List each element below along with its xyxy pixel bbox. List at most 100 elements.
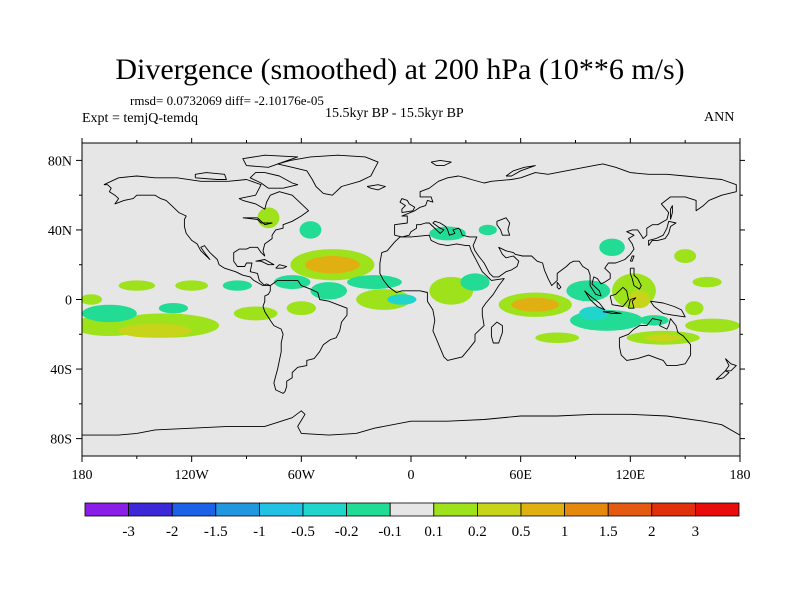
axes: 180 120W 60W 0 60E 120E 180 80N 40N 0 40S 80S bbox=[48, 138, 751, 483]
coastline-hispaniola bbox=[275, 264, 288, 269]
anomaly-region-6 bbox=[82, 294, 103, 305]
anomaly-region-30 bbox=[628, 290, 651, 309]
coastline-japan bbox=[648, 220, 677, 246]
colorbar-label: -0.1 bbox=[378, 524, 402, 540]
coastlines bbox=[82, 154, 740, 436]
colorbar-label: -3 bbox=[122, 524, 135, 540]
colorbar-swatch bbox=[695, 502, 740, 517]
coastline-australia bbox=[618, 318, 692, 367]
coastline-novaya-zemlya bbox=[505, 165, 536, 177]
colorbar-label: -1.5 bbox=[204, 524, 228, 540]
anomaly-region-23 bbox=[429, 226, 466, 241]
colorbar-swatch bbox=[564, 502, 609, 517]
y-tick-label: 40S bbox=[50, 363, 72, 378]
colorbar-label: -0.2 bbox=[335, 524, 359, 540]
colorbar-swatch bbox=[476, 502, 522, 517]
colorbar-swatch bbox=[258, 502, 304, 517]
colorbar-swatch bbox=[302, 502, 347, 517]
anomaly-region-22 bbox=[460, 273, 490, 291]
coastline-south-america bbox=[262, 279, 348, 394]
coastline-greenland bbox=[277, 154, 379, 196]
coastline-antarctica bbox=[82, 410, 740, 436]
colorbar-label: -1 bbox=[253, 524, 266, 540]
experiment-label: Expt = temjQ-temdq bbox=[82, 111, 198, 126]
colorbar-swatch bbox=[389, 502, 435, 517]
colorbar-swatch bbox=[651, 502, 696, 517]
colorbar-swatch bbox=[433, 502, 478, 517]
anomaly-region-16 bbox=[304, 256, 360, 274]
anomaly-region-8 bbox=[158, 302, 189, 314]
anomaly-region-13 bbox=[257, 207, 280, 229]
coastline-sulawesi bbox=[628, 297, 637, 309]
anomaly-region-20 bbox=[387, 294, 417, 305]
x-tick-label: 180 bbox=[72, 468, 93, 483]
anomaly-layer bbox=[82, 207, 740, 345]
x-tick-label: 120E bbox=[616, 468, 646, 483]
anomaly-region-24 bbox=[478, 224, 497, 236]
x-tick-label: 0 bbox=[408, 468, 415, 483]
anomaly-region-18 bbox=[347, 275, 402, 290]
coastline-britain bbox=[399, 198, 416, 214]
coastline-philippines bbox=[629, 267, 642, 290]
colorbar-label: 1.5 bbox=[599, 524, 618, 540]
anomaly-region-35 bbox=[644, 334, 682, 342]
coastline-new-zealand bbox=[724, 358, 737, 372]
colorbar-swatch bbox=[346, 502, 391, 517]
colorbar-swatch bbox=[84, 502, 129, 517]
coastline-great-lakes bbox=[242, 217, 273, 226]
coastline-java bbox=[602, 311, 622, 314]
coastline-new-zealand-south bbox=[715, 370, 730, 380]
colorbar-swatch bbox=[520, 502, 565, 517]
colorbar-label: -2 bbox=[166, 524, 179, 540]
colorbar-label: 0.2 bbox=[468, 524, 487, 540]
anomaly-region-17 bbox=[310, 282, 348, 300]
coastline-sri-lanka bbox=[556, 281, 562, 290]
coastline-baffin bbox=[249, 172, 299, 189]
colorbar-label: 3 bbox=[692, 524, 700, 540]
y-tick-label: 80S bbox=[50, 433, 72, 448]
anomaly-region-32 bbox=[579, 306, 609, 321]
colorbar-swatch bbox=[607, 502, 653, 517]
colorbar-label: 0.5 bbox=[512, 524, 531, 540]
x-tick-label: 60E bbox=[509, 468, 532, 483]
coastline-svalbard bbox=[430, 159, 452, 167]
coastline-north-america bbox=[103, 175, 310, 287]
y-tick-label: 0 bbox=[65, 294, 72, 309]
anomaly-region-27 bbox=[566, 280, 611, 302]
colorbar-label: 2 bbox=[648, 524, 656, 540]
coastline-borneo bbox=[609, 286, 629, 307]
anomaly-region-33 bbox=[535, 332, 580, 343]
x-tick-label: 120W bbox=[175, 468, 210, 483]
anomaly-region-7 bbox=[82, 304, 137, 323]
coastline-taiwan bbox=[629, 255, 635, 262]
coastline-caspian bbox=[496, 217, 511, 236]
colorbar: -3 -2 -1.5 -1 -0.5 -0.2 -0.1 0.1 0.2 0.5 1 1.5 2 3 bbox=[84, 502, 740, 540]
anomaly-region-14 bbox=[299, 221, 322, 239]
x-tick-label: 180 bbox=[730, 468, 751, 483]
coastline-sakhalin bbox=[670, 205, 673, 220]
period-label: 15.5kyr BP - 15.5kyr BP bbox=[325, 106, 464, 121]
colorbar-swatch bbox=[128, 502, 173, 517]
coastline-sumatra bbox=[584, 290, 606, 311]
colorbar-swatch bbox=[171, 502, 217, 517]
x-tick-label: 60W bbox=[288, 468, 316, 483]
anomaly-region-28 bbox=[599, 238, 625, 257]
coastline-victoria-island bbox=[194, 172, 227, 180]
anomaly-region-12 bbox=[286, 301, 316, 316]
anomaly-region-38 bbox=[685, 318, 740, 333]
anomaly-region-10 bbox=[222, 280, 252, 291]
anomaly-region-5 bbox=[175, 280, 209, 291]
stats-label: rmsd= 0.0732069 diff= -2.10176e-05 bbox=[130, 93, 324, 108]
anomaly-region-37 bbox=[685, 301, 704, 316]
coastline-cuba bbox=[255, 259, 275, 266]
coastline-iceland bbox=[366, 184, 386, 191]
anomaly-region-19 bbox=[356, 289, 412, 310]
chart-title: Divergence (smoothed) at 200 hPa (10**6 … bbox=[115, 53, 685, 86]
coastline-new-guinea bbox=[650, 300, 686, 318]
colorbar-label: -0.5 bbox=[291, 524, 315, 540]
anomaly-region-26 bbox=[511, 297, 560, 312]
coastline-madagascar bbox=[490, 321, 503, 344]
colorbar-label: 0.1 bbox=[424, 524, 443, 540]
coastline-africa bbox=[379, 234, 505, 361]
